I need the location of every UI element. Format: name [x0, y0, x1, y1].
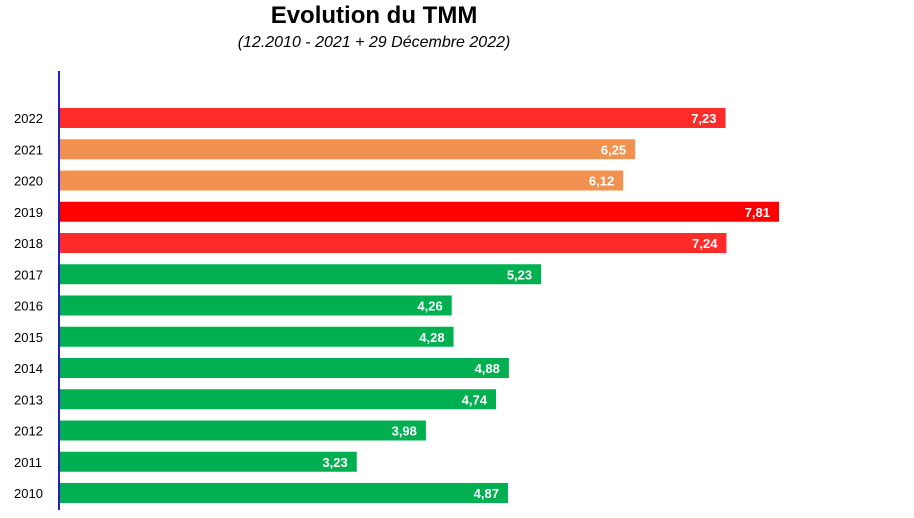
y-tick-label: 2013 — [14, 392, 43, 407]
y-tick-label: 2019 — [14, 205, 43, 220]
y-tick-label: 2012 — [14, 424, 43, 439]
bar-2011 — [60, 451, 357, 472]
data-label: 7,23 — [691, 111, 716, 126]
data-label: 7,81 — [745, 205, 770, 220]
data-label: 3,23 — [322, 455, 347, 470]
data-label: 6,12 — [589, 174, 614, 189]
bar-2014 — [60, 358, 509, 378]
bar-2017 — [60, 264, 542, 285]
data-label: 4,87 — [474, 486, 499, 501]
y-tick-label: 2016 — [14, 299, 43, 314]
bar-2010 — [60, 483, 508, 503]
bar-2013 — [60, 389, 496, 410]
y-tick-label: 2011 — [14, 455, 42, 470]
data-label: 6,25 — [601, 142, 626, 157]
bar-2019 — [60, 201, 779, 222]
bar-2021 — [60, 139, 636, 160]
y-tick-label: 2015 — [14, 330, 43, 345]
y-tick-label: 2021 — [14, 142, 43, 157]
y-tick-label: 2018 — [14, 236, 43, 251]
y-tick-label: 2022 — [14, 111, 43, 126]
data-label: 7,24 — [692, 236, 718, 251]
data-label: 4,74 — [462, 392, 488, 407]
y-tick-label: 2020 — [14, 174, 43, 189]
bar-2020 — [60, 170, 624, 191]
y-tick-label: 2014 — [14, 361, 43, 376]
data-label: 3,98 — [392, 424, 417, 439]
chart-title: Evolution du TMM — [270, 2, 478, 29]
y-tick-label: 2017 — [14, 267, 43, 282]
y-tick-label: 2010 — [14, 486, 43, 501]
data-label: 4,88 — [475, 361, 500, 376]
data-label: 4,26 — [417, 299, 442, 314]
data-label: 4,28 — [419, 330, 444, 345]
bar-2012 — [60, 420, 426, 441]
bar-2016 — [60, 295, 452, 316]
chart-subtitle: (12.2010 - 2021 + 29 Décembre 2022) — [237, 34, 511, 51]
data-label: 5,23 — [507, 267, 532, 282]
bar-2022 — [60, 108, 726, 128]
bar-2018 — [60, 233, 727, 253]
bar-2015 — [60, 326, 454, 347]
